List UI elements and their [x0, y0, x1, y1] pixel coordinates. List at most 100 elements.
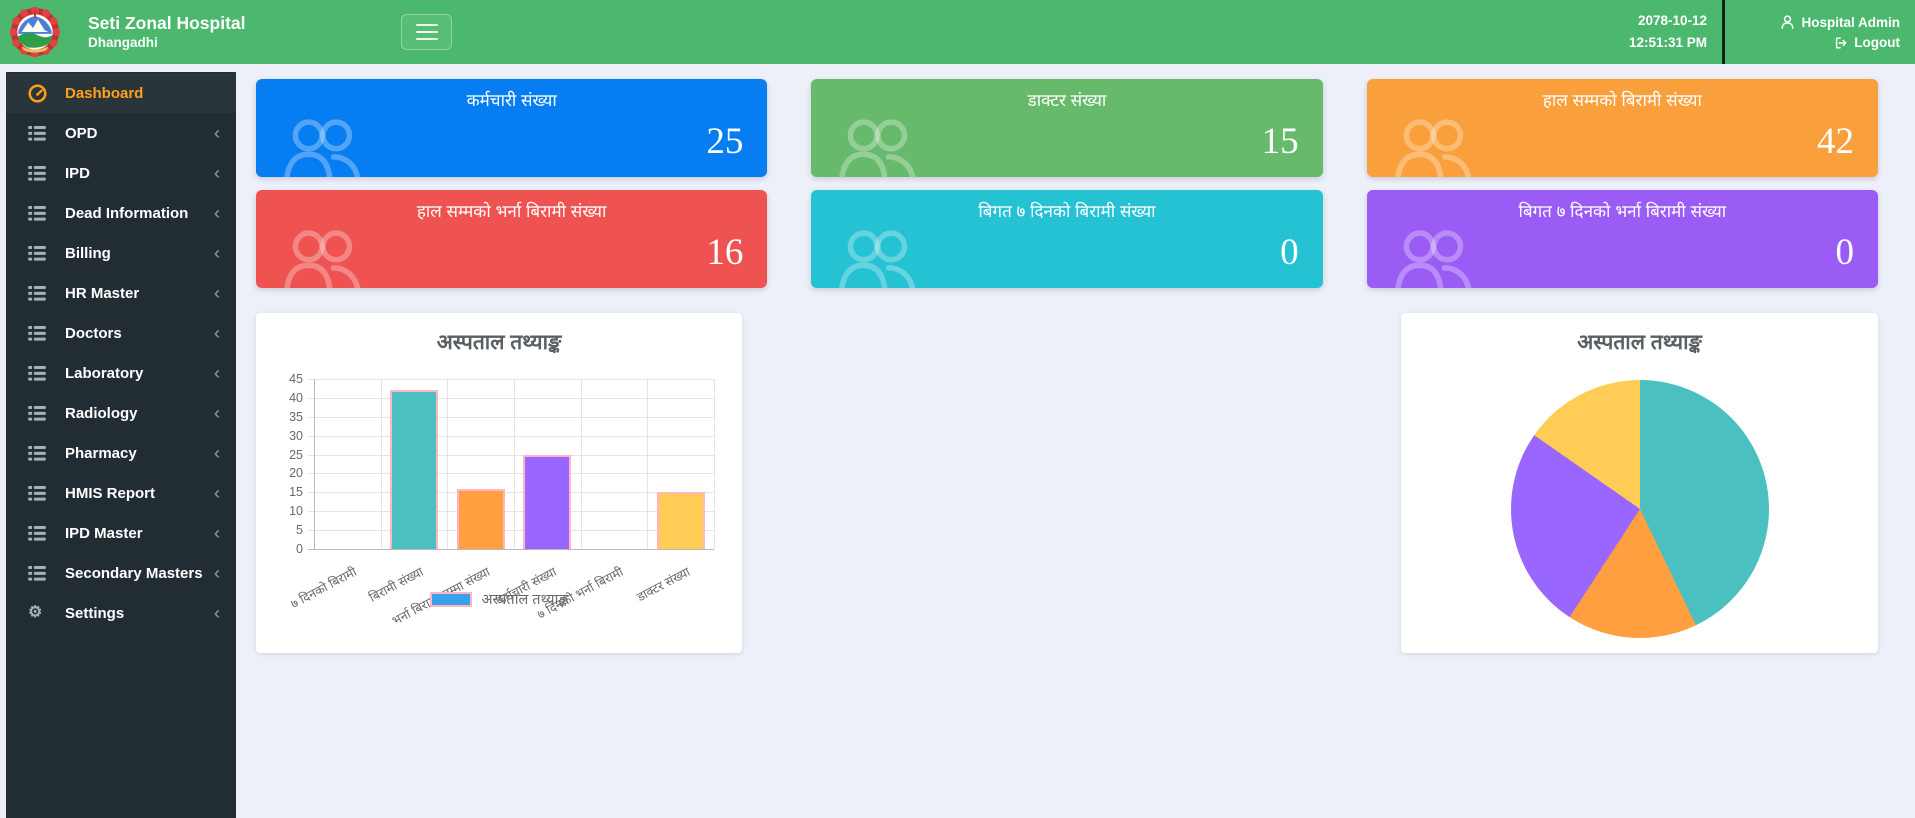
- list-icon: [28, 285, 50, 301]
- bar-chart: 0 5 10 15 20 25 30 35 40 45: [289, 372, 715, 556]
- stat-card-value: 0: [1835, 232, 1855, 273]
- gridline-vertical: [647, 379, 649, 549]
- sidebar-item-hmis-report[interactable]: HMIS Report ‹: [6, 473, 236, 513]
- users-icon: [284, 230, 361, 288]
- sidebar-item-label: IPD: [65, 164, 91, 182]
- sidebar-item-ipd-master[interactable]: IPD Master ‹: [6, 513, 236, 553]
- bar-: [456, 488, 505, 549]
- logout-button[interactable]: Logout: [1834, 35, 1900, 50]
- user-block: Hospital Admin Logout: [1725, 0, 1915, 64]
- list-icon: [28, 245, 50, 261]
- gridline-vertical: [314, 379, 315, 549]
- list-icon: [28, 405, 50, 421]
- sidebar-item-pharmacy[interactable]: Pharmacy ‹: [6, 433, 236, 473]
- gridline-vertical: [514, 379, 515, 549]
- bar-chart-title: अस्पताल तथ्याङ्क: [436, 331, 562, 354]
- list-icon: [28, 445, 50, 461]
- y-axis-label: 45: [289, 372, 303, 386]
- stat-card-title: डाक्टर संख्या: [1027, 91, 1107, 110]
- users-icon: [284, 119, 361, 177]
- gridline: [308, 397, 714, 399]
- user-icon: [1781, 15, 1794, 29]
- users-icon: [1394, 119, 1471, 177]
- hospital-logo-icon: [10, 7, 60, 57]
- chevron-left-icon: ‹: [214, 323, 220, 343]
- header-divider: [1722, 0, 1725, 64]
- y-axis-label: 40: [289, 390, 303, 405]
- y-axis-label: 5: [296, 523, 303, 538]
- stat-card-value: 15: [1261, 121, 1299, 162]
- sidebar-toggle-button[interactable]: [401, 14, 452, 50]
- sidebar-item-label: Secondary Masters: [65, 564, 203, 582]
- sidebar-item-label: Settings: [65, 604, 125, 622]
- users-icon: [1394, 230, 1471, 288]
- stat-card-value: 16: [706, 232, 744, 273]
- sidebar-item-billing[interactable]: Billing ‹: [6, 233, 236, 273]
- sidebar-item-secondary-masters[interactable]: Secondary Masters ‹: [6, 553, 236, 593]
- stat-card-0: कर्मचारी संख्या 25: [256, 79, 768, 177]
- gear-icon: ⚙: [28, 604, 43, 621]
- chevron-left-icon: ‹: [214, 123, 220, 143]
- stat-card-4: बिगत ७ दिनको बिरामी संख्या 0: [811, 190, 1323, 288]
- stat-card-value: 0: [1280, 232, 1299, 273]
- sidebar-item-dead-information[interactable]: Dead Information ‹: [6, 193, 236, 233]
- y-axis-label: 20: [289, 466, 303, 481]
- chevron-left-icon: ‹: [214, 603, 220, 623]
- sidebar-item-doctors[interactable]: Doctors ‹: [6, 313, 236, 353]
- stat-card-2: हाल सम्मको बिरामी संख्या 42: [1366, 79, 1878, 177]
- pie-chart-card: अस्पताल तथ्याङ्क: [1401, 313, 1878, 653]
- gridline: [308, 530, 714, 532]
- stat-card-3: हाल सम्मको भर्ना बिरामी संख्या 16: [256, 190, 768, 288]
- chevron-left-icon: ‹: [214, 283, 220, 303]
- gridline: [308, 379, 714, 380]
- users-icon-wrap: [1393, 225, 1479, 288]
- nepali-date: 2078-10-12: [1637, 13, 1707, 29]
- sidebar-item-radiology[interactable]: Radiology ‹: [6, 393, 236, 433]
- list-icon: [28, 205, 50, 221]
- list-icon: [28, 165, 50, 181]
- legend-swatch: [430, 591, 473, 607]
- sidebar-item-settings[interactable]: ⚙ Settings ‹: [6, 593, 236, 633]
- sidebar-item-ipd[interactable]: IPD ‹: [6, 153, 236, 193]
- sidebar-item-label: Radiology: [65, 404, 138, 422]
- gridline: [308, 511, 714, 513]
- stat-card-title: हाल सम्मको बिरामी संख्या: [1542, 91, 1702, 110]
- y-axis-label: 15: [289, 485, 303, 500]
- y-axis-label: 30: [289, 428, 303, 443]
- sidebar-item-dashboard[interactable]: Dashboard: [6, 73, 236, 113]
- gridline-vertical: [714, 379, 715, 549]
- sidebar-item-label: Doctors: [65, 324, 122, 342]
- bar-chart-card: अस्पताल तथ्याङ्क 0 5 10 15 20 25 30 35 40 45 ७ दि…: [256, 313, 742, 653]
- main-content: कर्मचारी संख्या 25 डाक्टर संख्या 15 हाल सम्म…: [236, 64, 1915, 818]
- gridline: [308, 416, 714, 418]
- sidebar-item-label: Dashboard: [65, 84, 144, 102]
- dashboard-icon: [28, 83, 50, 103]
- sidebar: Dashboard OPD ‹ IPD ‹ Dead Information ‹ Billin…: [6, 72, 236, 818]
- stat-card-title: कर्मचारी संख्या: [466, 91, 557, 110]
- bar-: [656, 492, 705, 549]
- top-header: Seti Zonal Hospital Dhangadhi 2078-10-12…: [0, 0, 1915, 64]
- chart-legend[interactable]: अस्पताल तथ्याङ्क: [256, 589, 742, 609]
- hamburger-icon: [415, 31, 438, 33]
- list-icon: [28, 365, 50, 381]
- logout-icon: [1836, 36, 1847, 49]
- pie-chart: [1510, 380, 1769, 638]
- y-axis-label: 10: [289, 504, 303, 519]
- list-icon: [28, 125, 50, 141]
- sidebar-item-opd[interactable]: OPD ‹: [6, 113, 236, 153]
- hamburger-icon: [415, 24, 438, 26]
- stat-card-title: हाल सम्मको भर्ना बिरामी संख्या: [416, 202, 607, 221]
- sidebar-item-hr-master[interactable]: HR Master ‹: [6, 273, 236, 313]
- gridline-vertical: [580, 379, 582, 549]
- users-icon-wrap: [837, 114, 923, 177]
- sidebar-item-laboratory[interactable]: Laboratory ‹: [6, 353, 236, 393]
- users-icon-wrap: [1393, 114, 1479, 177]
- hospital-name: Seti Zonal Hospital: [88, 12, 246, 33]
- clock-time: 12:51:31 PM: [1628, 35, 1707, 50]
- admin-menu[interactable]: Hospital Admin: [1780, 14, 1900, 30]
- chevron-left-icon: ‹: [214, 243, 220, 263]
- gridline-vertical: [380, 379, 382, 549]
- legend-label: अस्पताल तथ्याङ्क: [481, 592, 568, 608]
- hospital-title-block: Seti Zonal Hospital Dhangadhi: [88, 13, 246, 52]
- sidebar-item-label: IPD Master: [65, 524, 143, 542]
